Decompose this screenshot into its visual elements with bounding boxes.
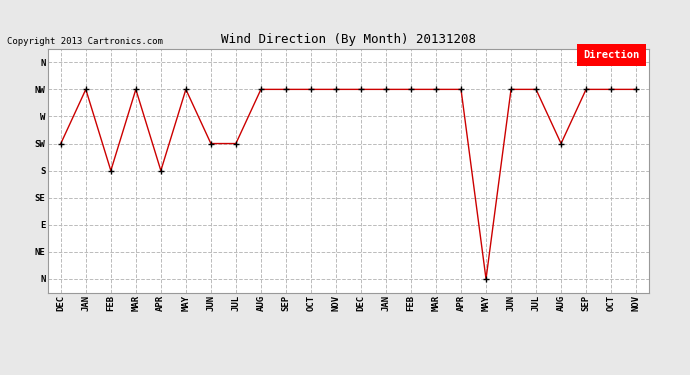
Text: Direction: Direction <box>583 50 639 60</box>
Title: Wind Direction (By Month) 20131208: Wind Direction (By Month) 20131208 <box>221 33 476 46</box>
Text: Copyright 2013 Cartronics.com: Copyright 2013 Cartronics.com <box>7 38 163 46</box>
FancyBboxPatch shape <box>577 44 646 66</box>
